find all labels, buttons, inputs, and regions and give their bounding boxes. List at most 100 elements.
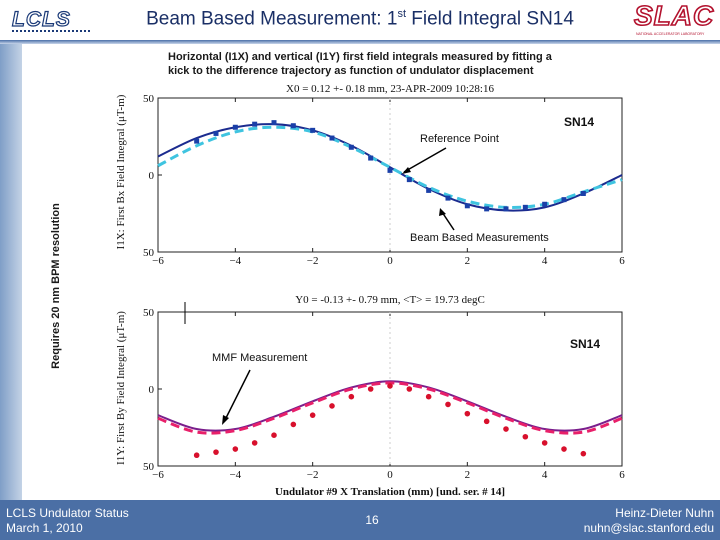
bottom-xtick-label: −2 [307, 469, 319, 481]
bottom-data-point [193, 452, 200, 459]
beam-based-arrowhead [439, 208, 446, 216]
bottom-ytick-label: 0 [149, 384, 155, 396]
top-data-point [522, 204, 528, 210]
field-integral-figure: X0 = 0.12 +- 0.18 mm, 23-APR-2009 10:28:… [108, 80, 632, 500]
annotation-reference-point: Reference Point [420, 133, 499, 145]
bottom-data-point [367, 386, 374, 392]
top-xtick-label: 0 [387, 255, 393, 267]
bottom-data-point [329, 403, 335, 409]
top-data-point [387, 167, 393, 173]
top-series-model-line [157, 123, 623, 212]
slide-header: LCLS Beam Based Measurement: 1st Field I… [0, 0, 720, 40]
slide-title: Beam Based Measurement: 1st Field Integr… [95, 8, 625, 30]
top-ytick-label: 0 [149, 170, 155, 182]
bottom-ytick-label: 50 [143, 307, 155, 319]
bottom-xtick-label: 0 [387, 469, 393, 481]
top-data-point [252, 121, 258, 127]
bottom-ytick-label: 50 [143, 461, 155, 473]
page-number: 16 [365, 513, 379, 527]
slide-title-superscript: st [397, 8, 406, 20]
bottom-data-point [213, 449, 219, 455]
bottom-data-point [445, 401, 451, 408]
top-data-point [561, 197, 567, 203]
mmf-arrowhead [222, 415, 229, 425]
chart-bottom-xlabel: Undulator #9 X Translation (mm) [und. se… [275, 486, 505, 498]
field-integral-svg: X0 = 0.12 +- 0.18 mm, 23-APR-2009 10:28:… [115, 83, 625, 498]
bottom-xtick-label: −6 [152, 469, 164, 481]
annotation-beam-based: Beam Based Measurements [410, 232, 549, 244]
top-xtick-label: −6 [152, 255, 164, 267]
top-data-point [368, 155, 374, 161]
top-data-point [464, 203, 470, 209]
annotation-mmf-measurement: MMF Measurement [212, 352, 307, 364]
footer-author: Heinz-Dieter Nuhn [615, 506, 714, 520]
top-data-point [194, 138, 200, 144]
bottom-xtick-label: 4 [542, 469, 548, 481]
top-xtick-label: −2 [307, 255, 319, 267]
chart-top-i1x: X0 = 0.12 +- 0.18 mm, 23-APR-2009 10:28:… [115, 83, 625, 267]
footer-project: LCLS Undulator Status [6, 506, 129, 520]
bottom-xtick-label: −4 [229, 469, 241, 481]
chart-bottom-title: Y0 = -0.13 +- 0.79 mm, <T> = 19.73 degC [295, 294, 485, 306]
top-data-point [426, 187, 432, 193]
top-data-point [232, 124, 238, 130]
lcls-logo-text: LCLS [11, 7, 71, 31]
chart-bottom-ticks: −6 −4 −2 0 2 4 6 [152, 312, 625, 481]
chart-bottom-series [157, 380, 623, 459]
bottom-data-point [464, 410, 471, 417]
bottom-data-point [271, 432, 277, 439]
left-decoration-band [0, 38, 22, 500]
chart-bottom-i1y: Y0 = -0.13 +- 0.79 mm, <T> = 19.73 degC … [115, 294, 625, 498]
top-data-point [290, 123, 296, 129]
top-data-point [484, 206, 490, 212]
top-data-point [271, 120, 277, 126]
footer-date: March 1, 2010 [6, 521, 83, 535]
bottom-data-point [503, 426, 509, 432]
top-data-point [406, 177, 412, 183]
slac-logo-subtitle: NATIONAL ACCELERATOR LABORATORY [636, 32, 705, 36]
bpm-resolution-note: Requires 20 nm BPM resolution [50, 203, 62, 369]
reference-point-arrow [403, 147, 447, 173]
top-data-point [329, 135, 335, 141]
top-data-point [310, 127, 316, 133]
footer-left: LCLS Undulator Status March 1, 2010 [6, 506, 129, 536]
bottom-data-point [290, 421, 297, 428]
bottom-data-point [541, 440, 548, 446]
bottom-data-point [251, 440, 258, 446]
top-data-point [580, 190, 586, 196]
footer-right: Heinz-Dieter Nuhn nuhn@slac.stanford.edu [520, 506, 714, 536]
slac-logo: SLAC NATIONAL ACCELERATOR LABORATORY [633, 0, 716, 38]
chart-top-ylabel: I1X: First Bx Field Integral (μT-m) [115, 94, 127, 249]
chart-bottom-yticks: 50 0 50 [143, 307, 162, 473]
top-xtick-label: 4 [542, 255, 548, 267]
lcls-logo: LCLS [10, 7, 92, 34]
chart-top-ticks: −6 −4 −2 0 2 4 6 [152, 98, 625, 267]
bottom-data-point [580, 450, 587, 457]
chart-bottom-sn14-label: SN14 [570, 337, 600, 351]
caption-line-2: kick to the difference trajectory as fun… [168, 65, 534, 77]
chart-top-yticks: 50 0 50 [143, 93, 162, 259]
mmf-arrow [225, 369, 251, 419]
slide-title-tail: Field Integral SN14 [406, 8, 574, 30]
chart-bottom-ylabel: I1Y: First By Field Integral (μT-m) [115, 311, 127, 465]
beam-based-arrow [441, 211, 455, 231]
reference-point-arrowhead [402, 167, 411, 174]
bottom-data-point [309, 412, 316, 418]
top-xtick-label: 6 [619, 255, 625, 267]
caption-line-1: Horizontal (I1X) and vertical (I1Y) firs… [168, 51, 552, 63]
chart-top-sn14-label: SN14 [564, 115, 594, 129]
top-data-point [542, 201, 548, 207]
bottom-data-point [348, 393, 355, 400]
footer-email: nuhn@slac.stanford.edu [583, 521, 714, 535]
bottom-series-mmf-dashed [157, 381, 623, 435]
top-data-point [348, 144, 354, 150]
bottom-data-point [483, 418, 490, 425]
chart-top-title: X0 = 0.12 +- 0.18 mm, 23-APR-2009 10:28:… [286, 83, 494, 95]
slac-logo-text: SLAC [633, 0, 715, 32]
top-data-point [213, 130, 219, 136]
bottom-data-point [387, 383, 393, 389]
lcls-logo-underline [12, 30, 90, 32]
top-data-point [503, 206, 509, 212]
bottom-data-point [561, 446, 567, 452]
figure-caption: Horizontal (I1X) and vertical (I1Y) firs… [168, 50, 618, 78]
